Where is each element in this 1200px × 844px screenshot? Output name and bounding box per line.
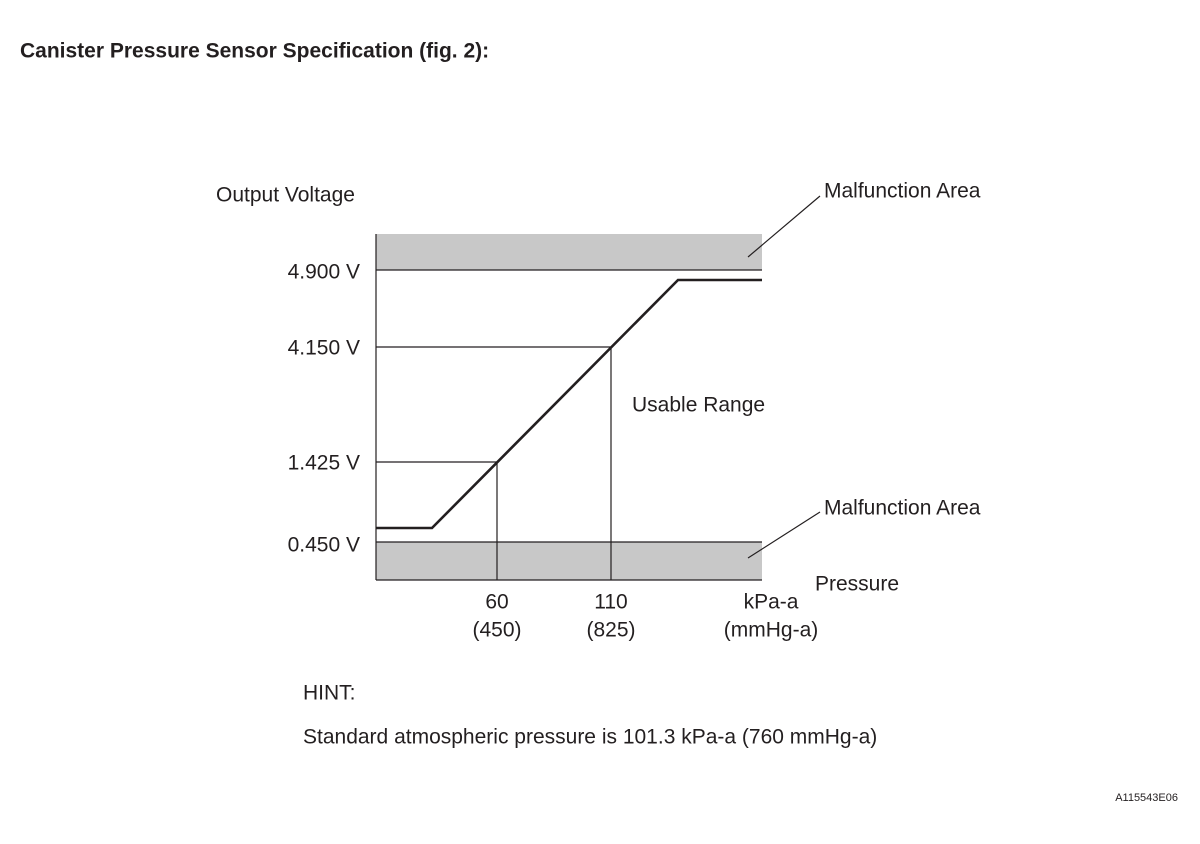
upper-malfunction-band (376, 234, 762, 270)
y-label: 4.150 V (288, 337, 360, 360)
x-label: 110 (594, 591, 627, 614)
x-label: kPa-a (744, 591, 799, 614)
annotation: Malfunction Area (824, 497, 981, 520)
leader-line (747, 511, 821, 559)
x-axis-label: Pressure (815, 573, 899, 596)
x-label: 60 (485, 591, 508, 614)
x-label: (450) (472, 619, 521, 642)
leader-line (747, 195, 821, 258)
y-label: 1.425 V (288, 452, 360, 475)
annotation: Usable Range (632, 394, 765, 417)
y-label: 0.450 V (288, 534, 360, 557)
y-label: 4.900 V (288, 261, 360, 284)
title: Canister Pressure Sensor Specification (… (20, 40, 489, 63)
figure-id: A115543E06 (1115, 792, 1178, 804)
hint-text: Standard atmospheric pressure is 101.3 k… (303, 726, 877, 749)
x-label: (mmHg-a) (724, 619, 819, 642)
x-label: (825) (586, 619, 635, 642)
lower-malfunction-band (376, 542, 762, 580)
sensor-curve (376, 278, 762, 530)
annotation: Malfunction Area (824, 180, 981, 203)
hint-heading: HINT: (303, 682, 356, 705)
y-axis-label: Output Voltage (216, 184, 355, 207)
